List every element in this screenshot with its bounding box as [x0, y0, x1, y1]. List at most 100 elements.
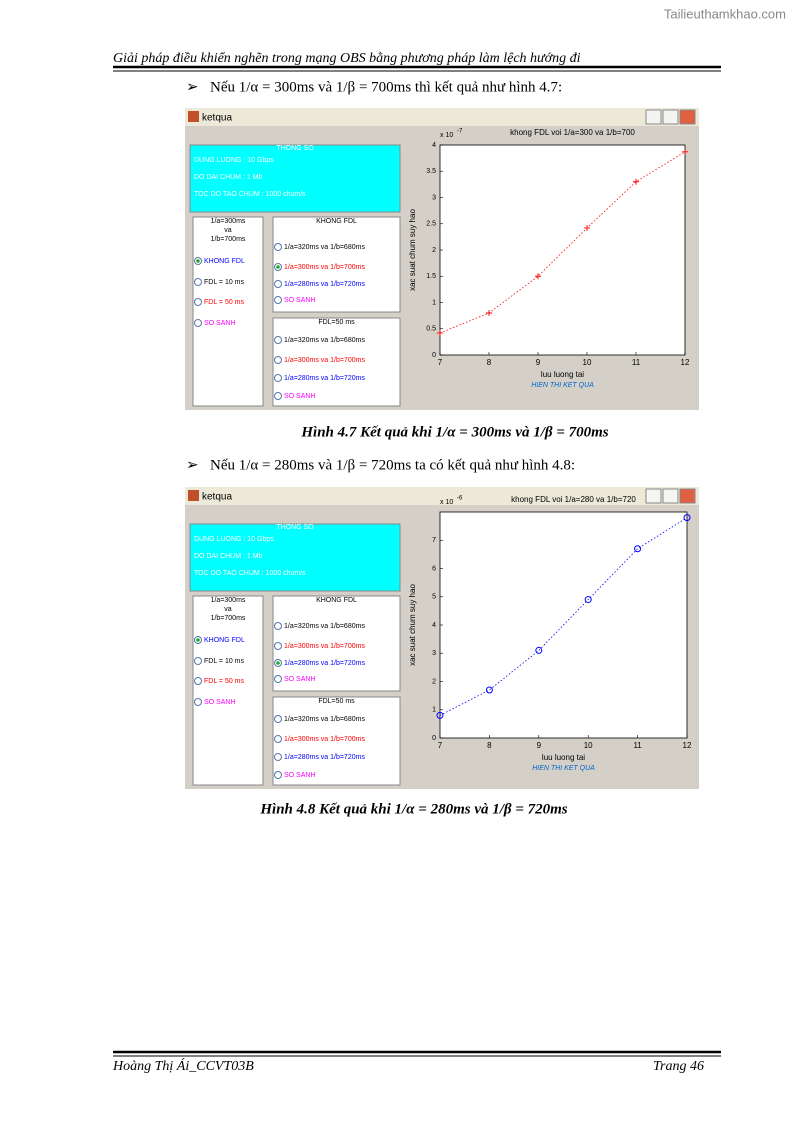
radio-button[interactable]: [274, 771, 282, 779]
watermark: Tailieuthamkhao.com: [664, 6, 786, 21]
radio-label: SO SANH: [284, 676, 316, 683]
radio-button[interactable]: [274, 356, 282, 364]
radio-button[interactable]: [194, 657, 202, 665]
radio-button[interactable]: [194, 677, 202, 685]
data-line: [439, 151, 686, 334]
radio-button[interactable]: [194, 698, 202, 706]
close-button[interactable]: [679, 109, 696, 125]
y-tick-label: 4: [432, 142, 436, 149]
plot-area: [439, 144, 686, 356]
minimize-button[interactable]: [645, 109, 662, 125]
y-tick-label: 6: [432, 565, 436, 572]
caption: Hình 4.7 Kết quả khi 1/α = 300ms và 1/β …: [300, 424, 608, 440]
close-button[interactable]: [679, 488, 696, 504]
y-tick-label: 3: [432, 194, 436, 201]
radio-label: SO SANH: [204, 699, 236, 706]
bullet: ➢: [186, 79, 199, 95]
y-scale: x 10: [440, 499, 453, 506]
y-tick-label: 0: [432, 735, 436, 742]
x-tick-label: 11: [633, 741, 642, 750]
data-point: [486, 310, 492, 316]
data-point: [634, 545, 642, 553]
x-tick-label: 9: [536, 358, 541, 367]
group-title: va: [224, 227, 232, 234]
radio-label: 1/a=280ms va 1/b=720ms: [284, 375, 365, 382]
y-tick-label: 0: [432, 352, 436, 359]
title-bar: [185, 487, 699, 505]
minimize-button[interactable]: [645, 488, 662, 504]
paragraph: Nếu 1/α = 300ms và 1/β = 700ms thì kết q…: [210, 79, 562, 95]
paragraph: Nếu 1/α = 280ms và 1/β = 720ms ta có kết…: [210, 457, 575, 473]
group-title: 1/a=300ms: [211, 597, 246, 604]
group-title: KHONG FDL: [316, 218, 357, 225]
radio-button[interactable]: [274, 622, 282, 630]
radio-button[interactable]: [274, 392, 282, 400]
group-title: FDL=50 ms: [318, 698, 355, 705]
radio-button[interactable]: [194, 278, 202, 286]
data-point: [683, 514, 691, 522]
radio-button[interactable]: [274, 675, 282, 683]
radio-button[interactable]: [274, 296, 282, 304]
radio-button[interactable]: [194, 298, 202, 306]
params-line: TOC DO TAO CHUM : 1000 chum/s: [194, 570, 306, 577]
group-title: KHONG FDL: [316, 597, 357, 604]
maximize-button[interactable]: [662, 109, 679, 125]
y-tick-label: 4: [432, 622, 436, 629]
footer-right: Trang 46: [653, 1059, 704, 1074]
params-title: THONG SO: [276, 145, 314, 152]
radio-button[interactable]: [274, 374, 282, 382]
y-tick-label: 1: [432, 707, 436, 714]
bullet: ➢: [186, 457, 199, 473]
y-axis-label: xac suat chum suy hao: [408, 209, 417, 291]
group-title: 1/b=700ms: [211, 236, 246, 243]
data-point: [485, 686, 493, 694]
y-tick-label: 7: [432, 537, 436, 544]
params-line: DUNG LUONG : 10 Gbps: [194, 157, 274, 164]
radio-button[interactable]: [274, 753, 282, 761]
data-point: [584, 224, 590, 231]
maximize-button[interactable]: [662, 488, 679, 504]
y-tick-label: 1: [432, 299, 436, 306]
radio-label: FDL = 50 ms: [204, 299, 245, 306]
radio-dot: [276, 661, 280, 665]
caption: Hình 4.8 Kết quả khi 1/α = 280ms và 1/β …: [259, 801, 567, 817]
y-exponent: -6: [457, 496, 463, 502]
show-result-button[interactable]: HIEN THI KET QUA: [532, 765, 595, 772]
x-tick-label: 7: [438, 741, 443, 750]
radio-label: FDL = 50 ms: [204, 678, 245, 685]
params-box: [189, 523, 401, 592]
radio-button[interactable]: [274, 280, 282, 288]
title-bar: [185, 108, 699, 126]
show-result-button[interactable]: HIEN THI KET QUA: [531, 382, 594, 389]
radio-label: 1/a=320ms va 1/b=680ms: [284, 244, 365, 251]
x-tick-label: 11: [632, 358, 641, 367]
radio-button[interactable]: [274, 642, 282, 650]
radio-button[interactable]: [274, 715, 282, 723]
radio-label: 1/a=320ms va 1/b=680ms: [284, 716, 365, 723]
radio-label: 1/a=320ms va 1/b=680ms: [284, 337, 365, 344]
data-point: [437, 329, 443, 336]
radio-button[interactable]: [274, 735, 282, 743]
x-tick-label: 7: [438, 358, 443, 367]
radio-label: FDL = 10 ms: [204, 279, 245, 286]
y-tick-label: 3: [432, 650, 436, 657]
radio-group: [272, 317, 401, 407]
chart-title: khong FDL voi 1/a=300 va 1/b=700: [510, 128, 635, 137]
chart-title: khong FDL voi 1/a=280 va 1/b=720: [511, 495, 636, 504]
window-title: ketqua: [202, 492, 232, 503]
radio-button[interactable]: [274, 243, 282, 251]
data-point: [682, 148, 688, 155]
footer-left: Hoàng Thị Ái_CCVT03B: [112, 1057, 254, 1074]
radio-group: [272, 216, 401, 313]
group-title: 1/a=300ms: [211, 218, 246, 225]
data-point: [584, 596, 592, 604]
window-title: ketqua: [202, 113, 232, 124]
radio-group: [272, 595, 401, 692]
radio-group: [192, 216, 264, 407]
params-box: [189, 144, 401, 213]
radio-label: SO SANH: [284, 772, 316, 779]
radio-button[interactable]: [274, 336, 282, 344]
radio-button[interactable]: [194, 319, 202, 327]
